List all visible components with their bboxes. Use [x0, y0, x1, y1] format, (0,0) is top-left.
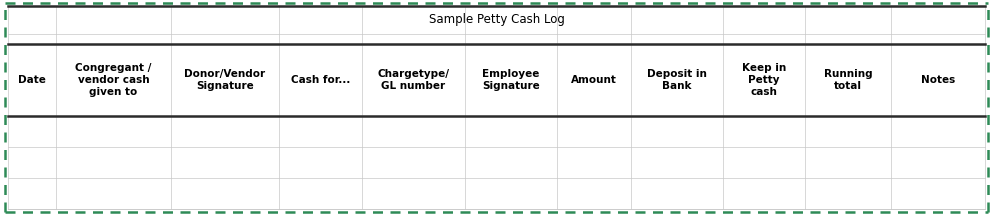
Text: Chargetype/
GL number: Chargetype/ GL number: [377, 69, 450, 91]
Text: Keep in
Petty
cash: Keep in Petty cash: [742, 63, 786, 97]
Text: Date: Date: [18, 75, 46, 85]
Text: Congregant /
vendor cash
given to: Congregant / vendor cash given to: [75, 63, 152, 97]
Text: Employee
Signature: Employee Signature: [482, 69, 539, 91]
Text: Notes: Notes: [921, 75, 955, 85]
Text: Sample Petty Cash Log: Sample Petty Cash Log: [429, 14, 564, 26]
Text: Running
total: Running total: [824, 69, 873, 91]
Text: Donor/Vendor
Signature: Donor/Vendor Signature: [185, 69, 265, 91]
Text: Deposit in
Bank: Deposit in Bank: [647, 69, 707, 91]
Text: Amount: Amount: [571, 75, 617, 85]
Text: Cash for...: Cash for...: [291, 75, 351, 85]
